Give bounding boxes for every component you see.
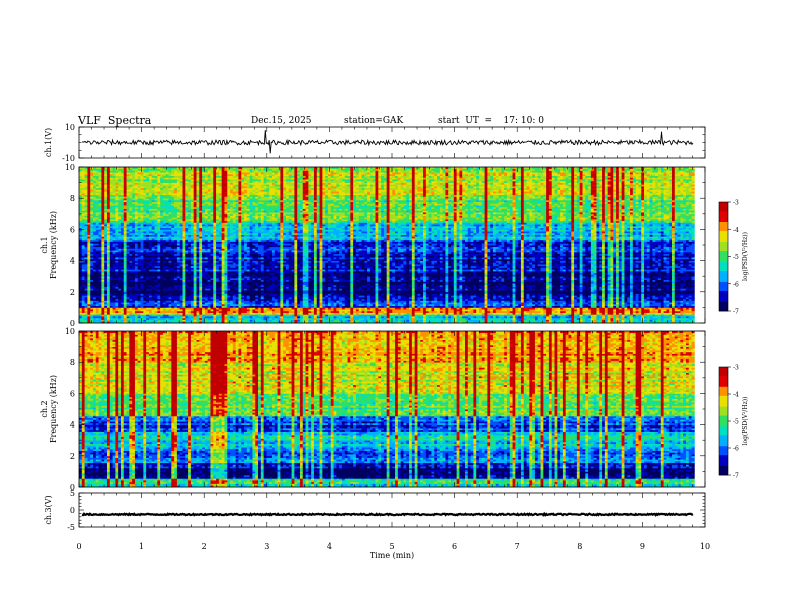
ytick-label: -10 [62,154,75,163]
ytick-label: 4 [70,421,75,430]
ytick-label: 0 [70,319,75,328]
ylabel-2: Frequency (kHz) [49,211,58,279]
colorbar-tick-label: -7 [733,473,739,480]
ytick-label: 2 [70,452,75,461]
colorbar-tick-label: -7 [733,309,739,316]
ytick-label: 10 [65,327,75,336]
xtick-label: 4 [327,542,332,551]
ylabel-3: ch.2 [40,400,49,417]
ylabel-4: ch.3(V) [44,495,53,524]
date-label: Dec.15, 2025 [251,116,312,126]
chart-title: VLF Spectra [78,114,151,127]
ylabel-1: ch.1(V) [44,128,53,157]
ytick-label: 8 [70,358,75,367]
ytick-label: 8 [70,194,75,203]
ytick-label: 0 [70,506,75,515]
xtick-label: 10 [700,542,710,551]
ytick-label: 2 [70,288,75,297]
colorbar-label: log(PSD(V²/Hz)) [742,397,749,446]
spectrogram-ch1 [79,167,695,324]
xtick-label: 9 [640,542,645,551]
colorbar-tick-label: -4 [733,392,739,399]
xtick-label: 5 [389,542,394,551]
colorbar-tick-label: -4 [733,227,739,234]
colorbar-tick-label: -6 [733,446,739,453]
ytick-label: -5 [67,523,75,532]
ytick-label: 4 [70,257,75,266]
xaxis-label: Time (min) [370,551,414,560]
colorbar-tick-label: -3 [733,200,739,207]
ytick-label: 6 [70,225,75,234]
ch1-waveform-line [82,130,694,154]
ytick-label: 6 [70,389,75,398]
xtick-label: 8 [577,542,582,551]
xtick-label: 0 [76,542,81,551]
ytick-label: 10 [65,123,75,132]
ytick-label: 10 [65,163,75,172]
colorbar-tick-label: -5 [733,419,739,426]
ylabel-2: ch.1 [40,236,49,253]
colorbar-tick-label: -5 [733,254,739,261]
axes-layer [78,126,731,528]
start-ut-label: start UT = 17: 10: 0 [438,116,544,126]
ytick-label: 0 [70,483,75,492]
xtick-label: 1 [139,542,144,551]
ylabel-3: Frequency (kHz) [49,375,58,443]
xtick-label: 3 [264,542,269,551]
station-label: station=GAK [344,116,403,126]
colorbar-ch1 [718,201,731,312]
colorbar-label: log(PSD(V²/Hz)) [742,232,749,281]
ch3-waveform-line [81,511,694,517]
colorbar-tick-label: -3 [733,365,739,372]
panel-frame-4 [78,492,706,528]
xtick-label: 7 [515,542,520,551]
spectrogram-layer [79,167,695,488]
waveform-layer [81,130,694,517]
xtick-label: 2 [202,542,207,551]
xtick-label: 6 [452,542,457,551]
colorbar-tick-label: -6 [733,281,739,288]
spectrogram-ch2 [79,331,695,488]
colorbar-ch2 [718,366,731,476]
ytick-label: 5 [70,489,75,498]
